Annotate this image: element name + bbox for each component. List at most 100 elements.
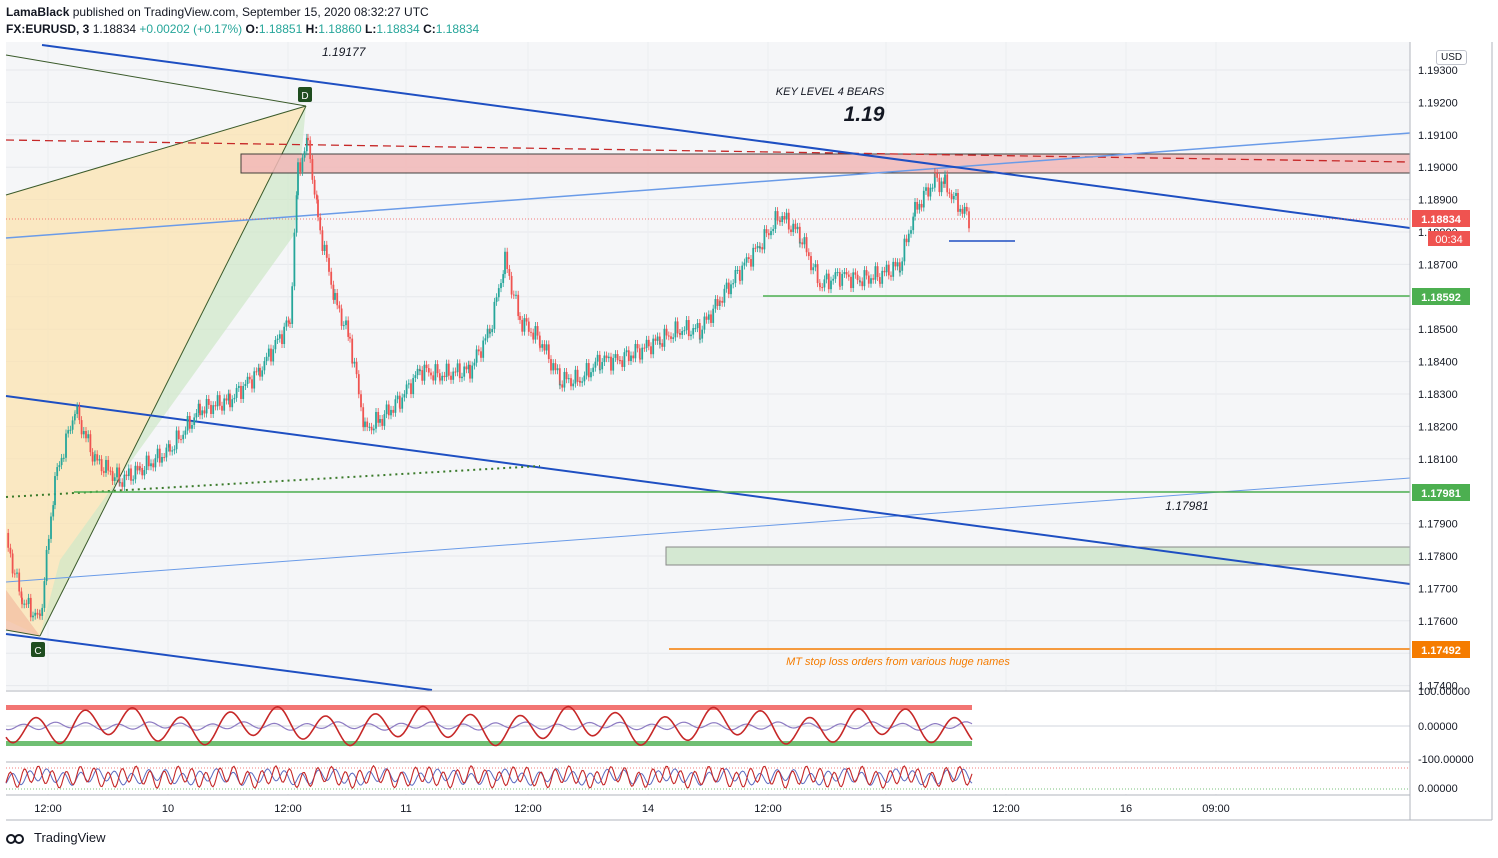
annotation-top-high[interactable]: 1.19177 bbox=[322, 45, 367, 59]
candle-body bbox=[874, 266, 877, 280]
annotation-key-level-title[interactable]: KEY LEVEL 4 BEARS bbox=[776, 86, 885, 98]
candle-body bbox=[683, 330, 686, 332]
dashed-resistance-line[interactable] bbox=[5, 139, 1411, 163]
candle-body bbox=[579, 380, 581, 383]
candle-body bbox=[199, 403, 201, 416]
resistance-zone[interactable] bbox=[240, 153, 1411, 174]
candle-body bbox=[248, 376, 251, 380]
candle-body bbox=[887, 264, 890, 276]
candle-body bbox=[885, 264, 888, 273]
candle-body bbox=[823, 279, 826, 288]
candle-body bbox=[563, 371, 566, 388]
candle-body bbox=[473, 362, 476, 366]
candle-body bbox=[570, 378, 572, 387]
candle-body bbox=[158, 448, 161, 463]
symbol-label[interactable]: FX:EURUSD, 3 bbox=[6, 22, 90, 36]
candle-body bbox=[60, 457, 63, 466]
candle-body bbox=[372, 428, 375, 431]
channel-middle-line[interactable] bbox=[5, 395, 1411, 585]
candle-body bbox=[736, 269, 739, 271]
rising-trendline-lower[interactable] bbox=[5, 477, 1411, 583]
candle-body bbox=[265, 356, 268, 362]
candle-body bbox=[184, 430, 187, 435]
price-tick-label: 1.18400 bbox=[1418, 357, 1458, 369]
candle-body bbox=[85, 431, 87, 439]
chart-header: LamaBlack published on TradingView.com, … bbox=[6, 4, 479, 38]
pattern-point-c[interactable] bbox=[31, 642, 45, 657]
candle-body bbox=[931, 187, 934, 189]
candle-body bbox=[16, 572, 18, 574]
annotation-key-level-value[interactable]: 1.19 bbox=[844, 103, 885, 126]
candle-body bbox=[43, 581, 46, 608]
candle-body bbox=[221, 405, 223, 411]
candle-body bbox=[616, 354, 619, 361]
candle-body bbox=[423, 364, 426, 381]
candle-body bbox=[561, 384, 564, 388]
candle-body bbox=[619, 360, 621, 362]
high-value: 1.18860 bbox=[318, 22, 362, 36]
candle-body bbox=[419, 370, 421, 372]
candle-body bbox=[52, 505, 55, 517]
candle-body bbox=[821, 287, 824, 289]
close-label: C: bbox=[423, 22, 436, 36]
candle-body bbox=[267, 348, 270, 357]
candle-body bbox=[721, 300, 724, 303]
candle-body bbox=[364, 421, 366, 428]
candle-body bbox=[227, 393, 230, 401]
candle-body bbox=[861, 281, 864, 287]
candle-body bbox=[357, 374, 360, 395]
publish-line: LamaBlack published on TradingView.com, … bbox=[6, 4, 479, 21]
candle-body bbox=[82, 431, 85, 435]
candle-body bbox=[109, 470, 112, 472]
price-axis[interactable]: 1.193001.192001.191001.190001.189001.188… bbox=[1418, 65, 1458, 693]
candle-body bbox=[366, 421, 369, 428]
candle-body bbox=[150, 463, 152, 467]
currency-label[interactable]: USD bbox=[1436, 50, 1468, 65]
candle-body bbox=[29, 597, 32, 618]
annotation-level-1797[interactable]: 1.17981 bbox=[1165, 499, 1208, 513]
candle-body bbox=[461, 376, 463, 379]
candle-body bbox=[525, 318, 528, 322]
time-tick-label: 12:00 bbox=[34, 803, 62, 815]
candlestick-series bbox=[7, 133, 970, 622]
candle-body bbox=[530, 331, 532, 333]
candle-body bbox=[237, 385, 240, 388]
rising-trendline-upper[interactable] bbox=[5, 132, 1411, 239]
channel-upper-line[interactable] bbox=[41, 44, 1411, 229]
candle-body bbox=[484, 338, 487, 341]
candle-body bbox=[399, 407, 401, 409]
candle-body bbox=[87, 434, 90, 439]
close-value: 1.18834 bbox=[435, 22, 480, 36]
candle-body bbox=[175, 430, 178, 450]
candle-body bbox=[171, 450, 174, 452]
pattern-point-d[interactable] bbox=[298, 87, 312, 102]
candle-body bbox=[342, 325, 345, 327]
candle-body bbox=[134, 465, 137, 480]
time-axis[interactable]: 12:00 10 12:00 11 12:00 14 12:00 15 12:00 16 09:00 bbox=[34, 803, 1230, 815]
candle-body bbox=[246, 376, 249, 384]
price-tick-label: 1.18900 bbox=[1418, 195, 1458, 207]
author-name[interactable]: LamaBlack bbox=[6, 5, 70, 19]
channel-lower-line[interactable] bbox=[5, 633, 433, 691]
candle-body bbox=[54, 476, 56, 506]
candle-body bbox=[182, 434, 185, 440]
price-tick-label: 1.18700 bbox=[1418, 259, 1458, 271]
candle-body bbox=[694, 328, 697, 330]
candle-body bbox=[552, 363, 555, 371]
candle-body bbox=[13, 573, 16, 575]
annotation-stop-loss[interactable]: MT stop loss orders from various huge na… bbox=[786, 656, 1010, 668]
footer-brand[interactable]: TradingView bbox=[6, 830, 106, 845]
countdown-tag bbox=[1428, 231, 1470, 246]
candle-body bbox=[672, 337, 675, 339]
candle-body bbox=[147, 455, 150, 467]
candle-body bbox=[25, 603, 28, 605]
candle-body bbox=[41, 607, 44, 616]
candle-body bbox=[839, 285, 841, 287]
candle-body bbox=[218, 395, 221, 406]
candle-body bbox=[654, 338, 657, 341]
candle-body bbox=[188, 415, 191, 429]
candle-body bbox=[707, 314, 710, 320]
support-zone[interactable] bbox=[665, 546, 1411, 566]
candle-body bbox=[58, 465, 61, 468]
